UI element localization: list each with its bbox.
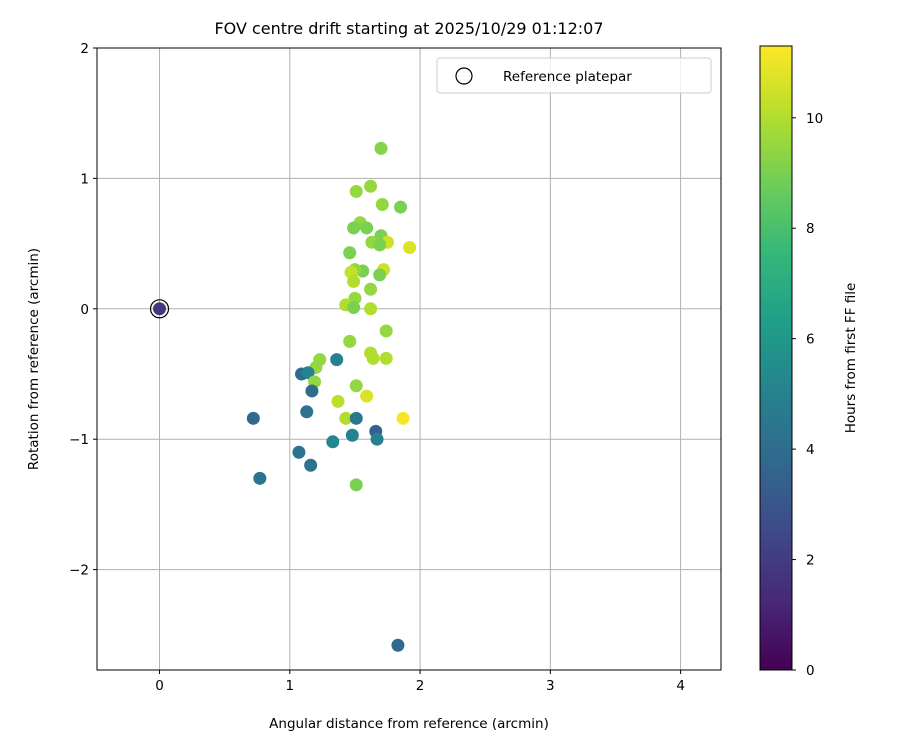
data-point — [374, 141, 388, 155]
y-tick-label: −2 — [69, 563, 89, 579]
reference-platepar-marker — [149, 299, 170, 319]
colorbar-tick-label: 6 — [806, 332, 815, 348]
data-point — [391, 638, 405, 652]
y-tick-label: 2 — [80, 41, 89, 57]
x-tick-label: 0 — [155, 678, 164, 694]
data-point — [403, 241, 417, 255]
colorbar-tick-label: 8 — [806, 221, 815, 237]
data-point — [347, 300, 361, 314]
data-point — [292, 445, 306, 459]
legend-box — [436, 57, 712, 94]
points — [149, 141, 417, 652]
data-point — [349, 411, 363, 425]
y-tick-label: 1 — [80, 171, 89, 187]
y-tick-label: −1 — [69, 432, 89, 448]
data-point — [379, 324, 393, 338]
data-point — [331, 394, 345, 408]
plot-frame — [96, 47, 722, 671]
colorbar-tick-label: 4 — [806, 442, 815, 458]
data-point — [339, 411, 353, 425]
colorbar — [759, 45, 793, 671]
colorbar-tick-label: 0 — [806, 663, 815, 679]
data-point — [364, 179, 378, 193]
y-axis-label: Rotation from reference (arcmin) — [26, 248, 42, 470]
data-point — [347, 221, 361, 235]
data-point — [396, 411, 410, 425]
data-point — [364, 302, 378, 316]
x-tick-label: 4 — [676, 678, 685, 694]
x-axis-label: Angular distance from reference (arcmin) — [269, 716, 549, 732]
data-point — [301, 366, 315, 380]
legend-label: Reference platepar — [503, 69, 632, 85]
data-point — [366, 351, 380, 365]
x-tick-label: 1 — [286, 678, 295, 694]
colorbar-tick-label: 2 — [806, 553, 815, 569]
data-point — [379, 351, 393, 365]
colorbar-tick-label: 10 — [806, 111, 823, 127]
grid — [97, 47, 721, 670]
data-point — [370, 432, 384, 446]
data-point — [326, 435, 340, 449]
data-point — [373, 238, 387, 252]
data-point — [375, 197, 389, 211]
x-tick-label: 2 — [416, 678, 425, 694]
legend: Reference platepar — [436, 57, 712, 94]
y-tick-label: 0 — [80, 302, 89, 318]
data-point — [330, 353, 344, 367]
x-tick-label: 3 — [546, 678, 555, 694]
data-point — [394, 200, 408, 214]
ticks: 0 1 2 3 4 −2 −1 0 1 2 — [69, 41, 685, 694]
colorbar-label: Hours from first FF file — [843, 283, 859, 434]
data-point — [349, 478, 363, 492]
legend-marker — [455, 67, 473, 85]
data-point — [343, 334, 357, 348]
data-point — [305, 384, 319, 398]
data-point — [360, 221, 374, 235]
chart-title: FOV centre drift starting at 2025/10/29 … — [214, 19, 603, 38]
colorbar-ticks: 0 2 4 6 8 10 — [792, 111, 823, 679]
data-point — [360, 389, 374, 403]
data-point — [304, 458, 318, 472]
data-point — [347, 274, 361, 288]
data-point — [364, 282, 378, 296]
data-point — [373, 268, 387, 282]
data-point — [153, 302, 167, 316]
data-point — [345, 428, 359, 442]
data-point — [253, 471, 267, 485]
data-point — [300, 405, 314, 419]
data-point — [343, 246, 357, 260]
data-point — [349, 379, 363, 393]
data-point — [246, 411, 260, 425]
data-point — [349, 184, 363, 198]
